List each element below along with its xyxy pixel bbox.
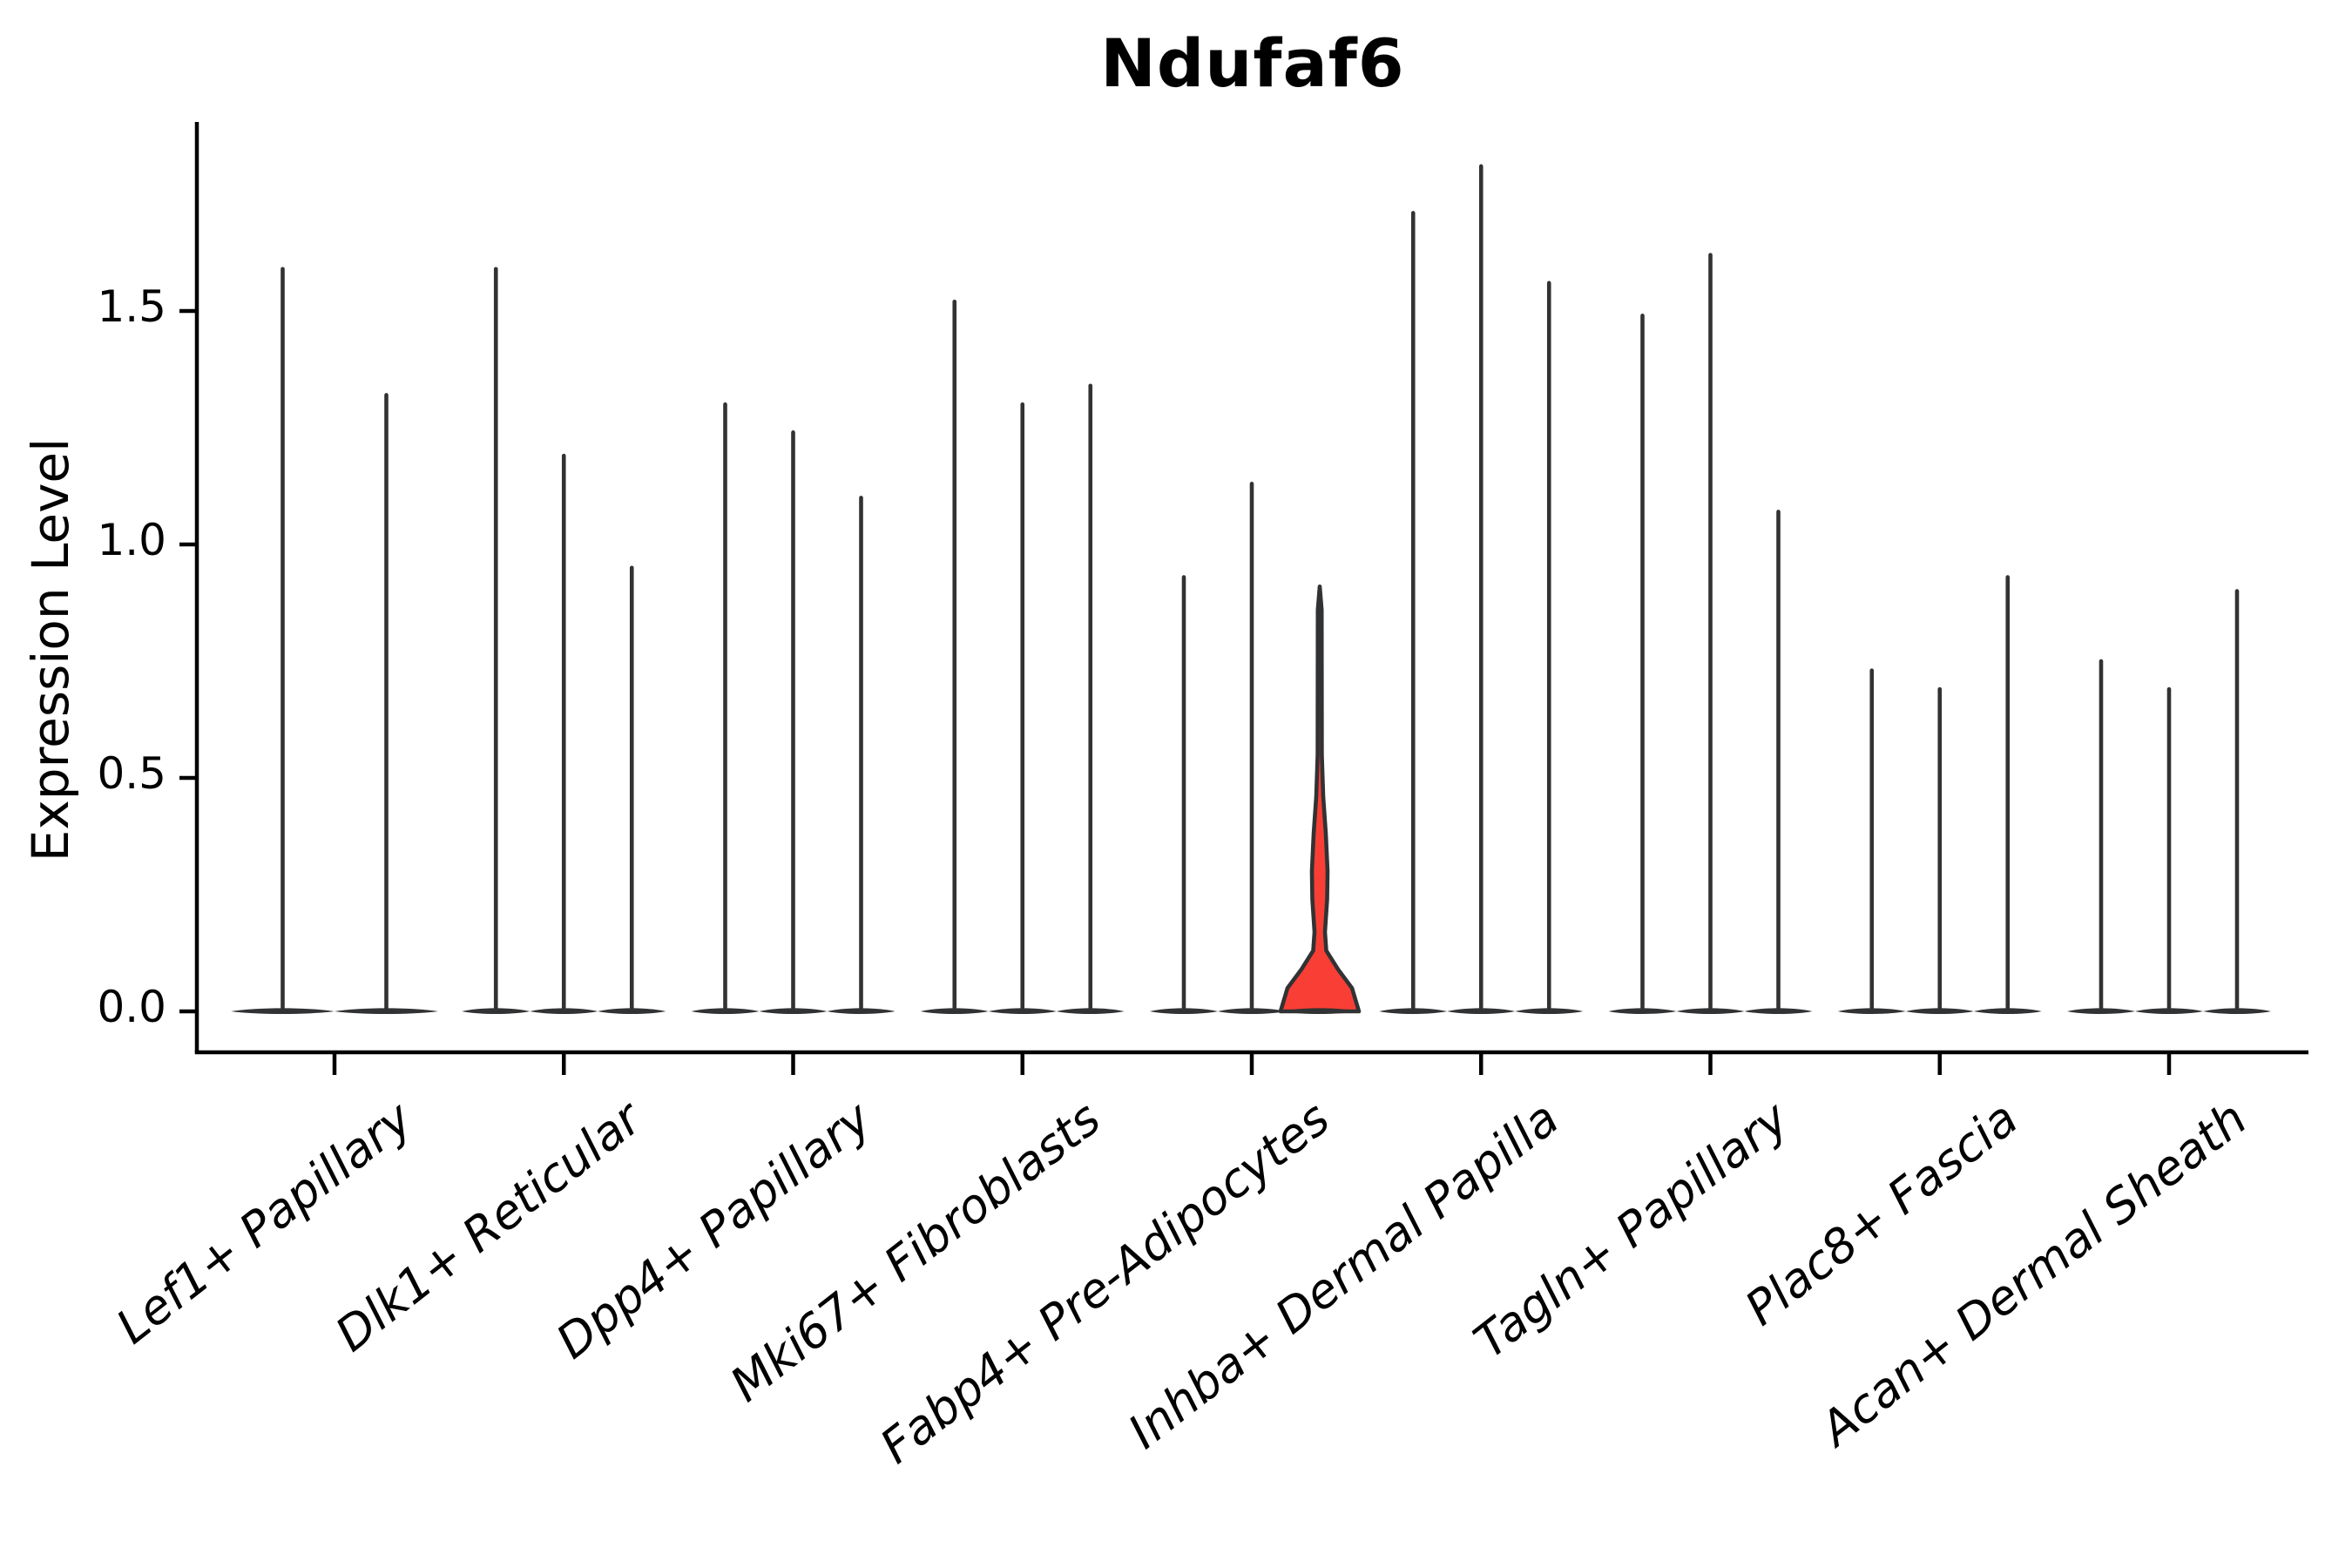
violin-base-lens — [1837, 1008, 1906, 1014]
y-tick-label: 1.0 — [97, 515, 166, 565]
violin-base-lens — [1281, 1008, 1359, 1014]
violin-base-lens — [462, 1008, 531, 1014]
violin-base-lens — [1150, 1008, 1218, 1014]
highlighted-violin — [1278, 584, 1362, 1014]
violin-base-lens — [2067, 1008, 2135, 1014]
violin-base-lens — [827, 1008, 896, 1014]
violin-base-lens — [1608, 1008, 1677, 1014]
violin-base-lens — [1973, 1008, 2042, 1014]
violin-base-lens — [1447, 1008, 1516, 1014]
violin-base-lens — [598, 1008, 666, 1014]
violin-base-lens — [1515, 1008, 1584, 1014]
y-tick-label: 1.5 — [97, 281, 166, 332]
violin-base-lens — [2135, 1008, 2203, 1014]
violin-base-lens — [335, 1008, 438, 1014]
violin-base-lens — [920, 1008, 989, 1014]
violin-base-lens — [1379, 1008, 1448, 1014]
violin-base-lens — [759, 1008, 828, 1014]
violin-base-lens — [691, 1008, 760, 1014]
y-tick-label: 0.0 — [97, 982, 166, 1032]
violin-base-lens — [231, 1008, 335, 1014]
y-tick-label: 0.5 — [97, 748, 166, 799]
violin-base-lens — [1218, 1008, 1286, 1014]
violin-base-lens — [1056, 1008, 1125, 1014]
violin-base-lens — [988, 1008, 1057, 1014]
violin-base-lens — [1676, 1008, 1745, 1014]
violin-base-lens — [1905, 1008, 1974, 1014]
plot-title: Ndufaf6 — [1100, 24, 1405, 102]
violin-base-lens — [2203, 1008, 2271, 1014]
violin-base-lens — [1744, 1008, 1813, 1014]
violin-base-lens — [530, 1008, 598, 1014]
